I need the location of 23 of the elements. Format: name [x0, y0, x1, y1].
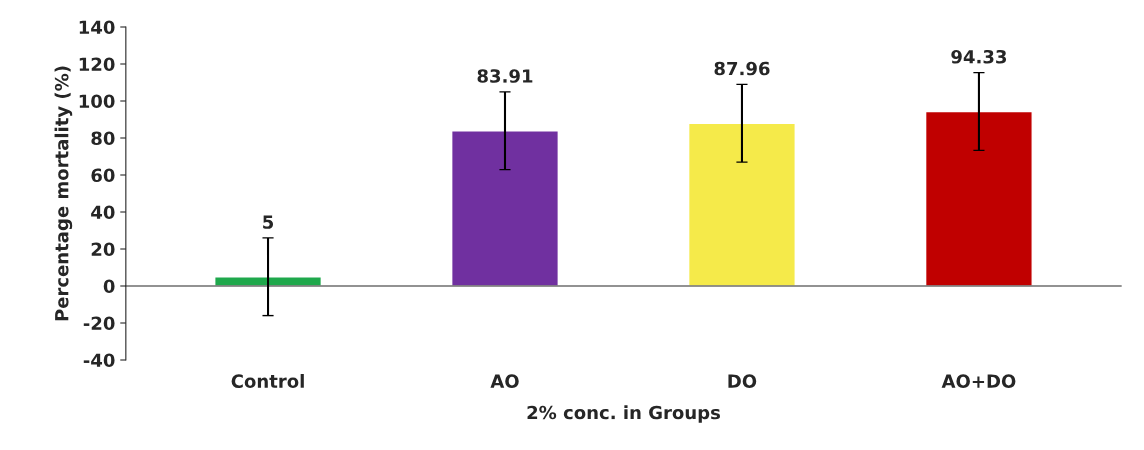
- y-axis-title: Percentage mortality (%): [54, 66, 73, 321]
- y-tick-label: -20: [83, 316, 115, 331]
- x-tick-label: Control: [231, 374, 304, 388]
- y-tick-label: 40: [91, 205, 115, 220]
- y-tick-label: 60: [91, 168, 115, 183]
- y-tick-label: -40: [83, 353, 115, 368]
- y-tick-label: 120: [79, 57, 115, 72]
- y-tick-label: 80: [91, 131, 115, 146]
- bar: [924, 110, 1033, 287]
- y-tick-label: 140: [79, 20, 115, 35]
- data-label: 87.96: [714, 61, 770, 76]
- y-tick-label: 0: [103, 279, 115, 294]
- data-label: 94.33: [951, 49, 1007, 64]
- x-tick-label: AO: [490, 374, 519, 388]
- x-axis-title: 2% conc. in Groups: [527, 405, 720, 423]
- bar: [450, 130, 560, 287]
- x-tick-label: DO: [728, 374, 757, 388]
- data-label: 83.91: [477, 69, 533, 83]
- y-tick-label: 20: [91, 242, 115, 257]
- y-tick-label: 100: [79, 94, 115, 109]
- bar: [687, 122, 796, 287]
- x-tick-label: AO+DO: [941, 374, 1016, 388]
- data-label: 5: [263, 215, 274, 229]
